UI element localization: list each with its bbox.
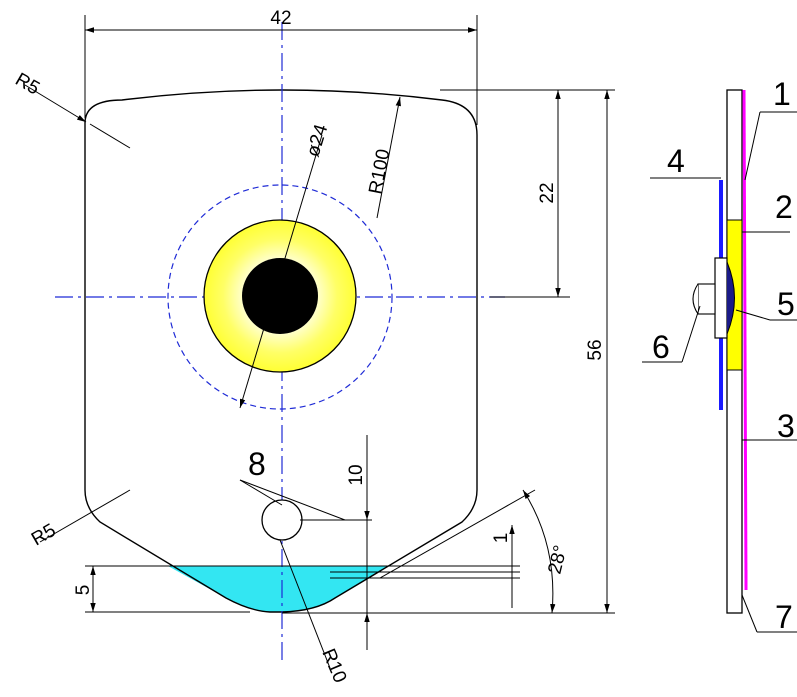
dim-r10-label: R10	[317, 646, 350, 686]
black-center-hole	[242, 258, 318, 334]
dim-56-label: 56	[585, 339, 606, 360]
callout-8-label: 8	[248, 446, 266, 482]
knob-base	[714, 257, 728, 339]
callout-3: 3	[777, 408, 795, 444]
angle-extension	[379, 489, 536, 579]
dim-10-label: 10	[346, 464, 367, 485]
callout-5: 5	[777, 286, 795, 322]
corner-leader-top-tail	[89, 123, 131, 149]
corner-leader-bottom	[39, 489, 131, 543]
knob-tip	[692, 283, 699, 315]
dim-diameter-label: ø24	[303, 122, 333, 160]
callout-8-leader-a	[239, 479, 283, 506]
callout-6: 6	[652, 329, 670, 365]
r10-leader	[279, 539, 331, 669]
callout-2: 2	[775, 189, 793, 225]
callout-8-leader-b	[239, 479, 346, 521]
dim-angle-label: 28°	[544, 543, 571, 576]
magenta-layer	[742, 89, 748, 591]
leader-1	[744, 111, 761, 181]
small-hole	[261, 499, 303, 541]
corner-leader-top-arrow	[24, 84, 87, 123]
callout-1: 1	[773, 76, 791, 112]
diameter-leader	[239, 134, 323, 409]
front-outline	[84, 89, 478, 613]
cyan-bottom-segment	[168, 566, 388, 612]
side-view: 1 2 3 4 5 6 7	[642, 76, 797, 635]
dashed-bolt-circle	[167, 184, 393, 410]
knob-cap	[726, 261, 735, 335]
front-view: 42 22 56 R5 R5 ø24 R100 R10 10 1 5 28° 8	[12, 8, 615, 686]
dim-width-label: 42	[270, 8, 291, 29]
leader-7	[741, 594, 758, 633]
dim-22-label: 22	[537, 182, 558, 203]
dim-r100-label: R100	[365, 147, 394, 196]
r100-leader	[376, 96, 401, 219]
angle-arc	[522, 489, 556, 614]
leader-6	[681, 305, 701, 363]
dim-1-label: 1	[491, 533, 512, 544]
dim-r5-top-label: R5	[12, 69, 44, 99]
dim-5-label: 5	[73, 585, 94, 596]
knob-shaft	[697, 283, 716, 315]
callout-7: 7	[775, 599, 793, 635]
dim-r5-bottom-label: R5	[28, 520, 60, 550]
callout-4: 4	[667, 143, 685, 179]
leader-5	[735, 309, 771, 321]
